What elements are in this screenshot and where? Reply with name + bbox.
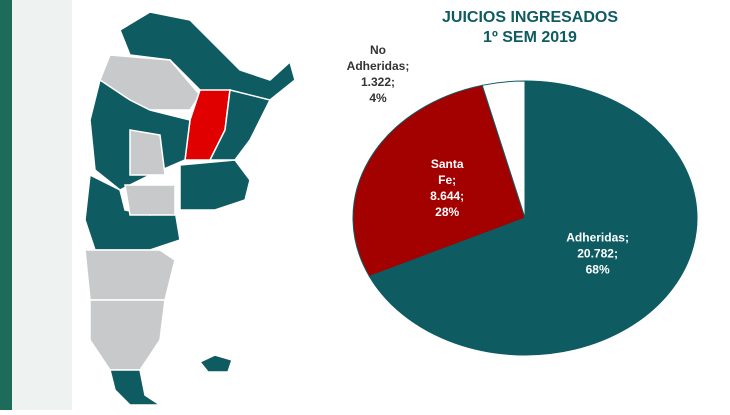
pie-slice [352,84,526,277]
count-label: 8.644; [430,189,464,203]
category-label: Fe; [438,173,456,187]
side-pattern [12,0,72,410]
pie-slice [481,80,526,219]
category-label: Santa [431,157,464,171]
data-label: Adheridas; 20.782; 68% [566,231,629,277]
chart-subtitle: 1º SEM 2019 [483,29,577,46]
category-label: Adheridas; [566,231,629,245]
category-label: Adheridas; [347,59,410,73]
data-label: Santa Fe; 8.644; 28% [430,157,464,219]
value-label: 68% [586,263,610,277]
count-label: 1.322; [361,75,395,89]
chart-title: JUICIOS INGRESADOS [442,9,618,26]
category-label: No [370,43,386,57]
value-label: 4% [369,91,387,105]
map [84,11,296,406]
side-stripe [0,0,12,410]
value-label: 28% [435,205,459,219]
count-label: 20.782; [577,247,618,261]
pie-slice [368,80,698,356]
data-label: No Adheridas; 1.322; 4% [347,43,410,105]
